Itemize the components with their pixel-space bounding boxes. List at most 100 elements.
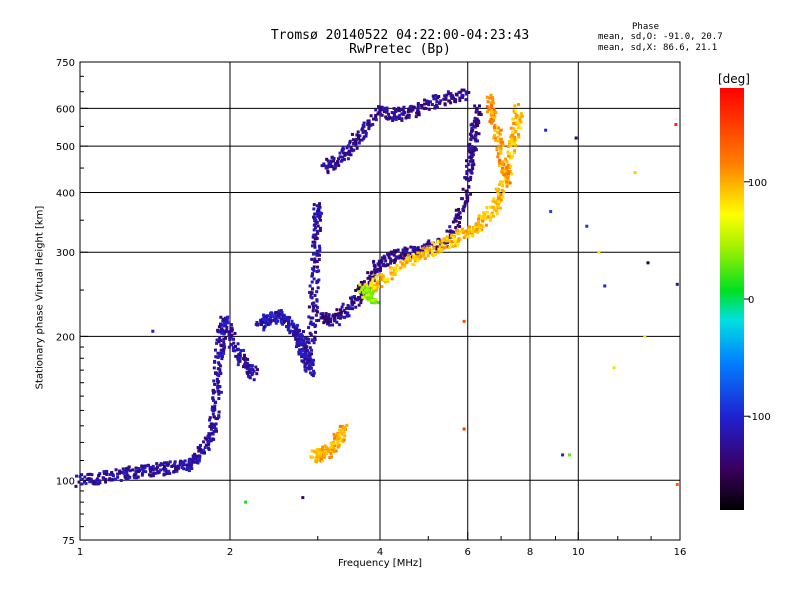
x-mode-point: [490, 96, 494, 100]
o-mode-point: [163, 461, 167, 465]
x-mode-point: [361, 285, 365, 289]
o-mode-point: [361, 123, 365, 127]
o-mode-point: [421, 249, 425, 253]
o-mode-point: [172, 470, 176, 474]
o-mode-point: [364, 134, 368, 138]
o-mode-point: [295, 341, 299, 345]
o-mode-point: [339, 159, 343, 163]
o-mode-point: [125, 472, 129, 476]
o-mode-point: [469, 192, 473, 196]
x-axis-label: Frequency [MHz]: [337, 558, 423, 569]
o-mode-point: [236, 342, 240, 346]
o-mode-point: [251, 368, 255, 372]
o-mode-point: [475, 109, 479, 113]
o-mode-point: [343, 152, 347, 156]
x-mode-point: [440, 241, 444, 245]
o-mode-point: [191, 454, 195, 458]
o-mode-point: [143, 466, 147, 470]
x-mode-point: [417, 251, 421, 255]
o-mode-point: [376, 105, 380, 109]
o-mode-point: [336, 160, 340, 164]
o-mode-point: [372, 279, 376, 283]
x-mode-point: [442, 237, 446, 241]
o-mode-point: [216, 355, 220, 359]
scatter-point: [633, 171, 637, 175]
o-mode-point: [304, 351, 308, 355]
o-mode-point: [301, 348, 305, 352]
o-mode-point: [177, 466, 181, 470]
o-mode-point: [449, 101, 453, 105]
o-mode-point: [242, 353, 246, 357]
o-mode-point: [468, 159, 472, 163]
x-mode-point: [319, 450, 323, 454]
o-mode-point: [243, 355, 247, 359]
x-mode-point: [320, 448, 324, 452]
o-mode-point: [303, 347, 307, 351]
o-mode-point: [442, 97, 446, 101]
o-mode-point: [346, 311, 350, 315]
o-mode-point: [307, 351, 311, 355]
x-mode-point: [491, 205, 495, 209]
o-mode-point: [307, 358, 311, 362]
o-mode-point: [329, 317, 333, 321]
o-mode-point: [104, 480, 108, 484]
x-mode-point: [501, 160, 505, 164]
x-mode-point: [506, 175, 510, 179]
o-mode-point: [315, 253, 319, 257]
o-mode-point: [428, 100, 432, 104]
o-mode-point: [319, 218, 323, 222]
x-mode-point: [494, 138, 498, 142]
x-mode-point: [490, 115, 494, 119]
o-mode-point: [305, 366, 309, 370]
o-mode-point: [194, 456, 198, 460]
o-mode-point: [362, 137, 366, 141]
o-mode-point: [422, 243, 426, 247]
o-mode-point: [338, 151, 342, 155]
o-mode-point: [246, 357, 250, 361]
o-mode-point: [460, 88, 464, 92]
o-mode-point: [308, 364, 312, 368]
o-mode-point: [142, 464, 146, 468]
o-mode-point: [262, 320, 266, 324]
o-mode-point: [183, 459, 187, 463]
o-mode-point: [127, 465, 131, 469]
x-mode-point: [484, 223, 488, 227]
o-mode-point: [338, 316, 342, 320]
x-mode-point: [445, 235, 449, 239]
o-mode-point: [124, 477, 128, 481]
x-mode-point: [499, 140, 503, 144]
o-mode-point: [367, 120, 371, 124]
o-mode-point: [307, 360, 311, 364]
x-mode-point: [376, 279, 380, 283]
o-mode-point: [332, 316, 336, 320]
o-mode-point: [147, 473, 151, 477]
x-mode-point: [485, 95, 489, 99]
o-mode-point: [119, 478, 123, 482]
o-mode-point: [414, 252, 418, 256]
o-mode-point: [411, 248, 415, 252]
o-mode-point: [392, 111, 396, 115]
o-mode-point: [435, 245, 439, 249]
o-mode-point: [321, 312, 325, 316]
x-mode-point: [317, 451, 321, 455]
x-mode-point: [511, 117, 515, 121]
o-mode-point: [361, 126, 365, 130]
o-mode-point: [210, 405, 214, 409]
o-mode-point: [473, 104, 477, 108]
o-mode-point: [303, 336, 307, 340]
o-mode-point: [187, 469, 191, 473]
x-mode-point: [323, 444, 327, 448]
x-mode-point: [406, 253, 410, 257]
o-mode-point: [328, 323, 332, 327]
o-mode-point: [312, 207, 316, 211]
o-mode-point: [217, 410, 221, 414]
x-mode-point: [332, 449, 336, 453]
o-mode-point: [313, 257, 317, 261]
o-mode-point: [326, 321, 330, 325]
x-mode-point: [457, 232, 461, 236]
o-mode-point: [386, 263, 390, 267]
o-mode-point: [465, 193, 469, 197]
o-mode-point: [403, 249, 407, 253]
o-mode-point: [236, 355, 240, 359]
o-mode-point: [213, 405, 217, 409]
